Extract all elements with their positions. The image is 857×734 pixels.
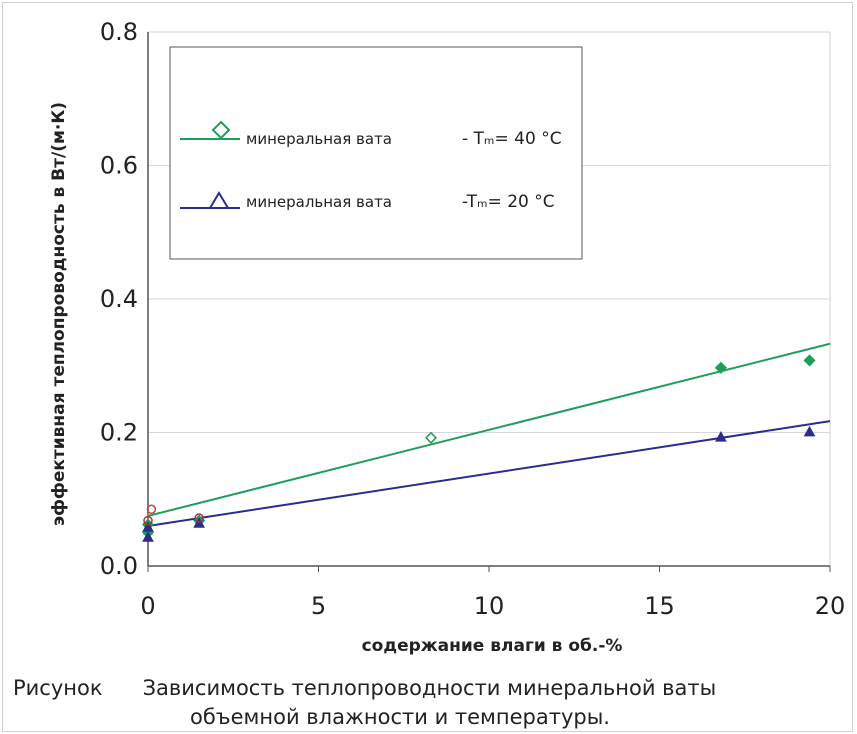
chart: 0.0 0.2 0.4 0.6 0.8 0 5 10 15 20 минеральная вата… [49, 18, 845, 656]
y-tick-label-2: 0.4 [100, 285, 138, 313]
point-series-1-0 [142, 531, 154, 542]
point-series-0-3 [424, 431, 438, 444]
point-series-0-5 [803, 354, 816, 367]
x-tick-label-2: 10 [474, 592, 505, 620]
fit-line-1 [147, 420, 831, 527]
y-axis-title: эффективная теплопроводность в Вт/(м·К) [49, 102, 69, 526]
x-tick-label-0: 0 [140, 592, 155, 620]
figure-caption-line2: объемной влажности и температуры. [190, 705, 610, 729]
legend-label-1: минеральная вата [246, 130, 392, 148]
figure-caption: Рисунок Зависимость теплопроводности мине… [13, 676, 716, 700]
x-tick-label-3: 15 [644, 592, 675, 620]
caption-text: Зависимость теплопроводности минеральной… [142, 676, 717, 700]
x-tick-label-4: 20 [815, 592, 846, 620]
legend-box [169, 46, 583, 260]
y-tick-label-0: 0.0 [100, 552, 138, 580]
data-points [141, 354, 816, 542]
legend-marker-diamond [211, 120, 231, 140]
point-extra-0 [146, 504, 157, 515]
legend-label-2: минеральная вата [246, 193, 392, 211]
legend-temp-2: -Tₘ= 20 °C [462, 192, 555, 212]
legend: минеральная вата - Tₘ= 40 °C минеральная… [169, 46, 583, 260]
x-tick-label-1: 5 [311, 592, 326, 620]
x-axis-title: содержание влаги в об.-% [362, 636, 623, 656]
ticks: 0.0 0.2 0.4 0.6 0.8 0 5 10 15 20 [100, 18, 845, 620]
fit-line-0 [147, 342, 831, 517]
caption-label: Рисунок [13, 676, 103, 700]
point-extra-2 [194, 513, 204, 523]
point-series-1-3 [715, 431, 727, 442]
y-tick-label-3: 0.6 [100, 152, 138, 180]
point-extra-1 [143, 515, 153, 526]
legend-marker-triangle [208, 191, 230, 209]
legend-temp-1: - Tₘ= 40 °C [462, 129, 562, 149]
point-series-1-4 [803, 425, 816, 437]
fit-lines [147, 342, 831, 527]
y-tick-label-1: 0.2 [100, 419, 138, 447]
point-series-0-4 [714, 361, 727, 374]
point-series-1-2 [193, 517, 205, 528]
point-series-1-1 [142, 521, 154, 532]
y-tick-label-4: 0.8 [100, 18, 138, 46]
